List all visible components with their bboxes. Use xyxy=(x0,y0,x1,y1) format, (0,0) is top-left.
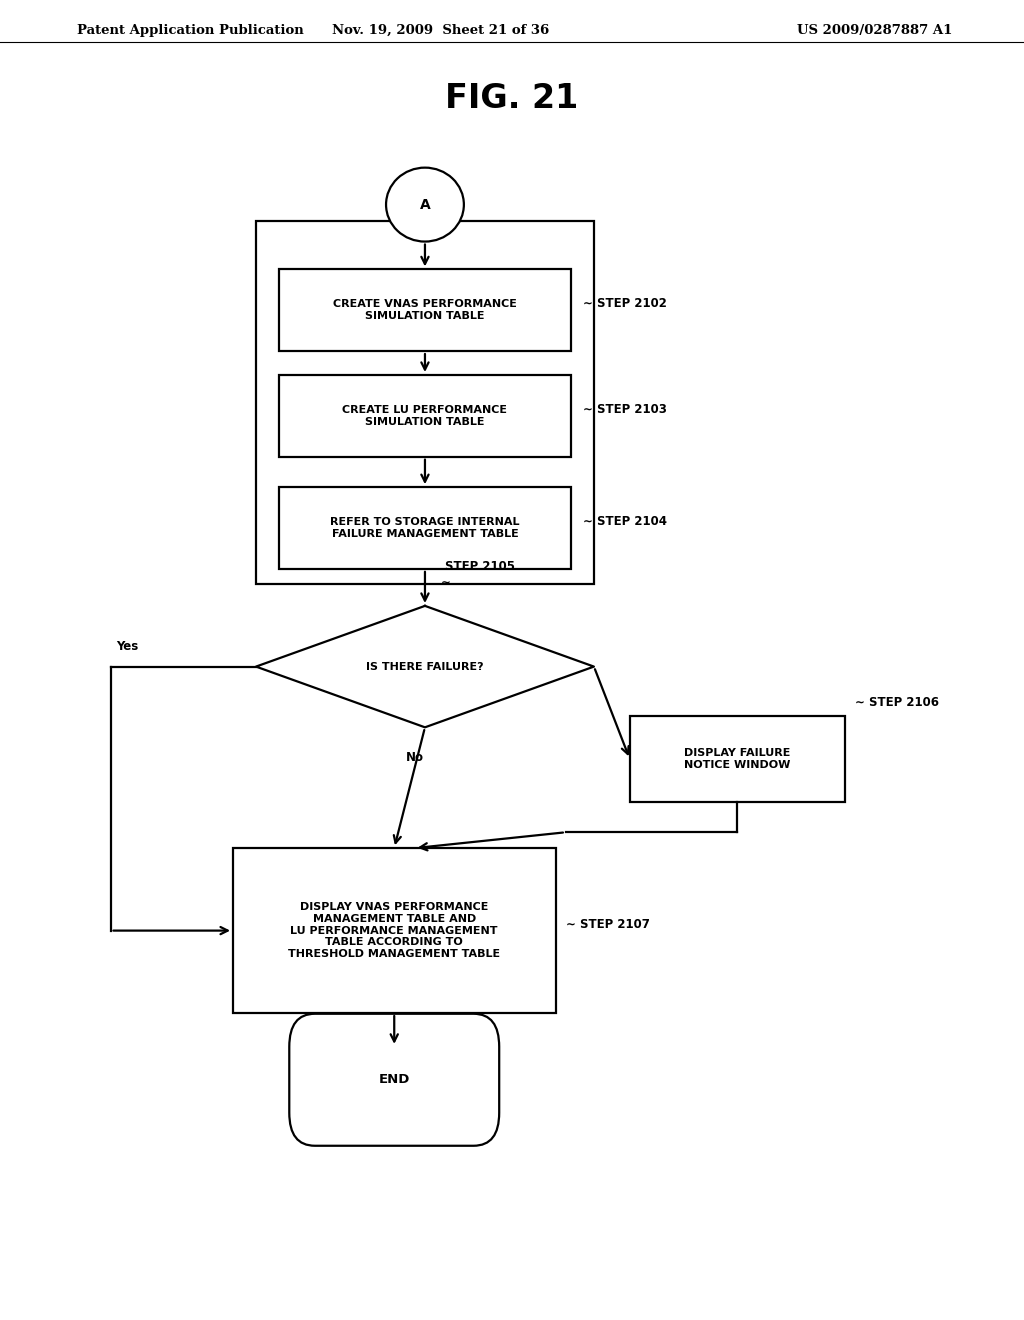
FancyBboxPatch shape xyxy=(279,269,570,351)
Text: REFER TO STORAGE INTERNAL
FAILURE MANAGEMENT TABLE: REFER TO STORAGE INTERNAL FAILURE MANAGE… xyxy=(330,517,520,539)
Text: ∼: ∼ xyxy=(440,577,451,590)
Text: ∼ STEP 2104: ∼ STEP 2104 xyxy=(584,515,668,528)
Text: Yes: Yes xyxy=(116,640,138,653)
Ellipse shape xyxy=(386,168,464,242)
Text: END: END xyxy=(379,1073,410,1086)
Text: IS THERE FAILURE?: IS THERE FAILURE? xyxy=(367,661,483,672)
Text: Patent Application Publication: Patent Application Publication xyxy=(77,24,303,37)
Text: STEP 2105: STEP 2105 xyxy=(445,560,515,573)
Text: Nov. 19, 2009  Sheet 21 of 36: Nov. 19, 2009 Sheet 21 of 36 xyxy=(332,24,549,37)
Polygon shape xyxy=(256,606,594,727)
Text: CREATE LU PERFORMANCE
SIMULATION TABLE: CREATE LU PERFORMANCE SIMULATION TABLE xyxy=(342,405,508,426)
Text: ∼ STEP 2107: ∼ STEP 2107 xyxy=(565,917,649,931)
FancyBboxPatch shape xyxy=(630,715,845,803)
Text: DISPLAY FAILURE
NOTICE WINDOW: DISPLAY FAILURE NOTICE WINDOW xyxy=(684,748,791,770)
FancyBboxPatch shape xyxy=(279,375,570,457)
Text: ∼ STEP 2106: ∼ STEP 2106 xyxy=(855,697,939,709)
Text: No: No xyxy=(406,751,424,764)
Text: ∼ STEP 2103: ∼ STEP 2103 xyxy=(584,403,667,416)
FancyBboxPatch shape xyxy=(233,849,555,1014)
Text: US 2009/0287887 A1: US 2009/0287887 A1 xyxy=(797,24,952,37)
Text: DISPLAY VNAS PERFORMANCE
MANAGEMENT TABLE AND
LU PERFORMANCE MANAGEMENT
TABLE AC: DISPLAY VNAS PERFORMANCE MANAGEMENT TABL… xyxy=(288,903,501,958)
Text: ∼ STEP 2102: ∼ STEP 2102 xyxy=(584,297,667,310)
FancyBboxPatch shape xyxy=(279,487,570,569)
FancyBboxPatch shape xyxy=(289,1014,500,1146)
Text: FIG. 21: FIG. 21 xyxy=(445,82,579,116)
Text: A: A xyxy=(420,198,430,211)
Text: CREATE VNAS PERFORMANCE
SIMULATION TABLE: CREATE VNAS PERFORMANCE SIMULATION TABLE xyxy=(333,300,517,321)
